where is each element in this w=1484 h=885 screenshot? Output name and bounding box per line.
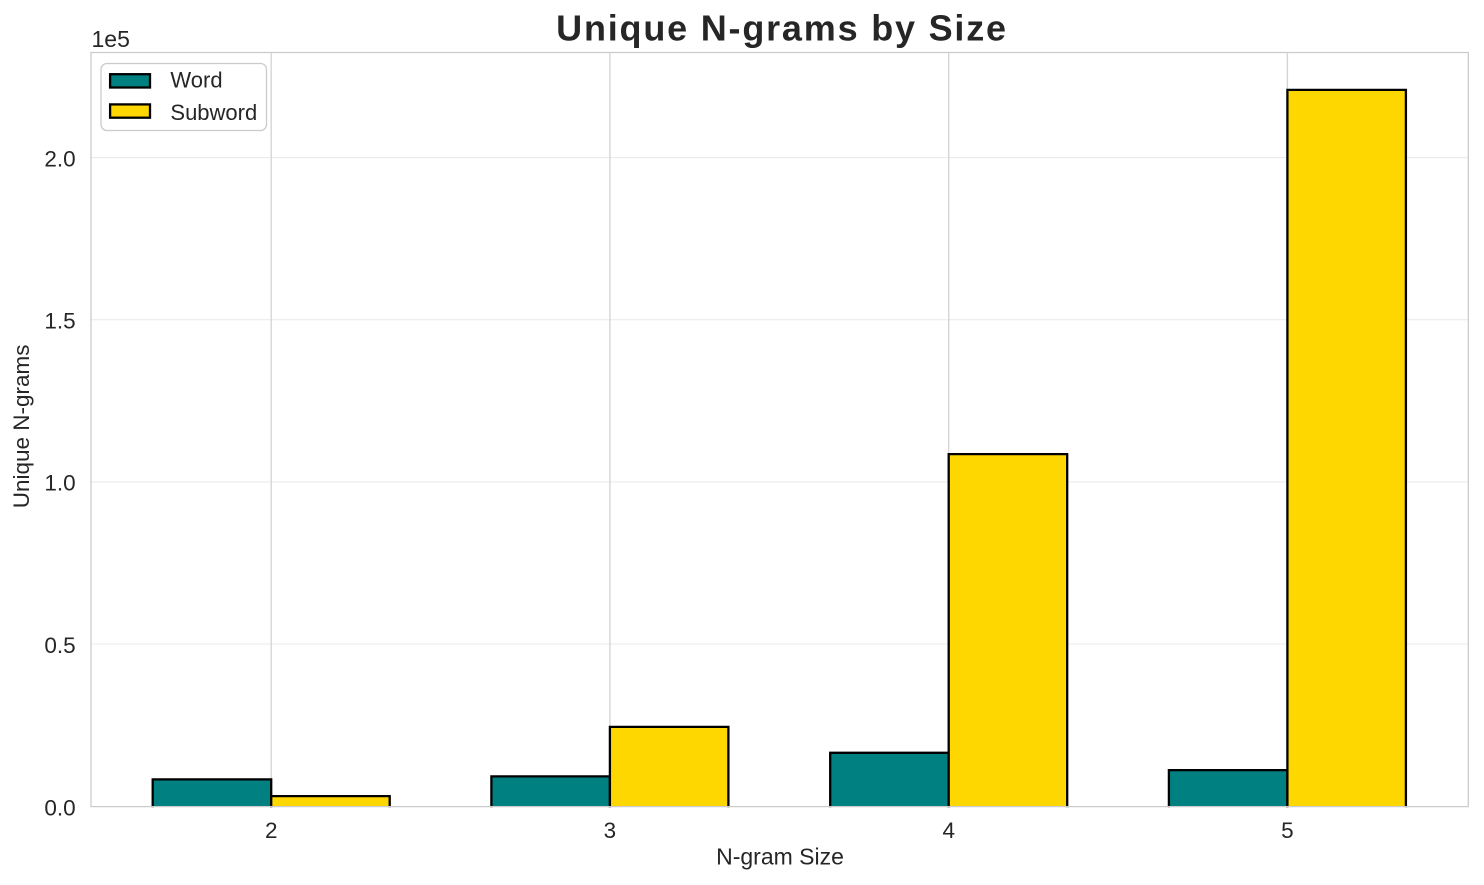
svg-text:Unique N-grams by Size: Unique N-grams by Size bbox=[556, 8, 1008, 49]
svg-text:Word: Word bbox=[170, 68, 222, 93]
svg-text:N-gram Size: N-gram Size bbox=[716, 844, 844, 870]
svg-text:Subword: Subword bbox=[170, 100, 257, 125]
svg-text:2: 2 bbox=[265, 818, 278, 843]
svg-text:0.5: 0.5 bbox=[44, 633, 75, 658]
svg-text:1e5: 1e5 bbox=[92, 26, 130, 52]
svg-text:Unique N-grams: Unique N-grams bbox=[9, 344, 34, 508]
svg-text:0.0: 0.0 bbox=[44, 795, 75, 820]
svg-text:1.0: 1.0 bbox=[44, 471, 75, 496]
svg-text:4: 4 bbox=[942, 818, 955, 843]
svg-text:2.0: 2.0 bbox=[44, 146, 75, 171]
svg-text:3: 3 bbox=[604, 818, 617, 843]
svg-text:1.5: 1.5 bbox=[44, 309, 75, 334]
svg-text:5: 5 bbox=[1281, 818, 1294, 843]
